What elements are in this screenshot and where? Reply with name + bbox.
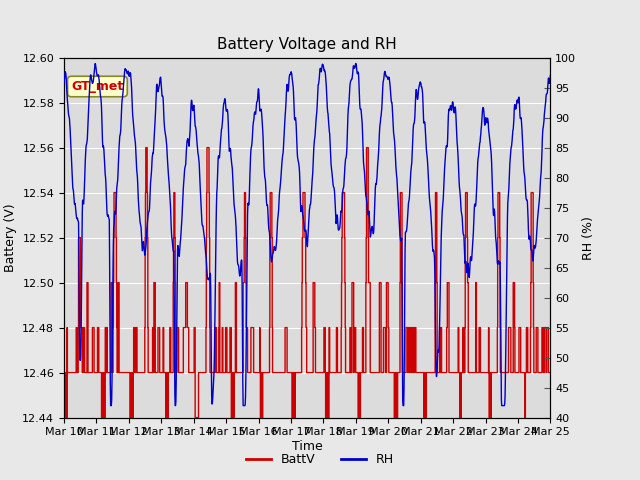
Text: GT_met: GT_met	[71, 80, 124, 93]
Y-axis label: RH (%): RH (%)	[582, 216, 595, 260]
X-axis label: Time: Time	[292, 440, 323, 453]
Title: Battery Voltage and RH: Battery Voltage and RH	[218, 37, 397, 52]
Legend: BattV, RH: BattV, RH	[241, 448, 399, 471]
Y-axis label: Battery (V): Battery (V)	[4, 204, 17, 272]
